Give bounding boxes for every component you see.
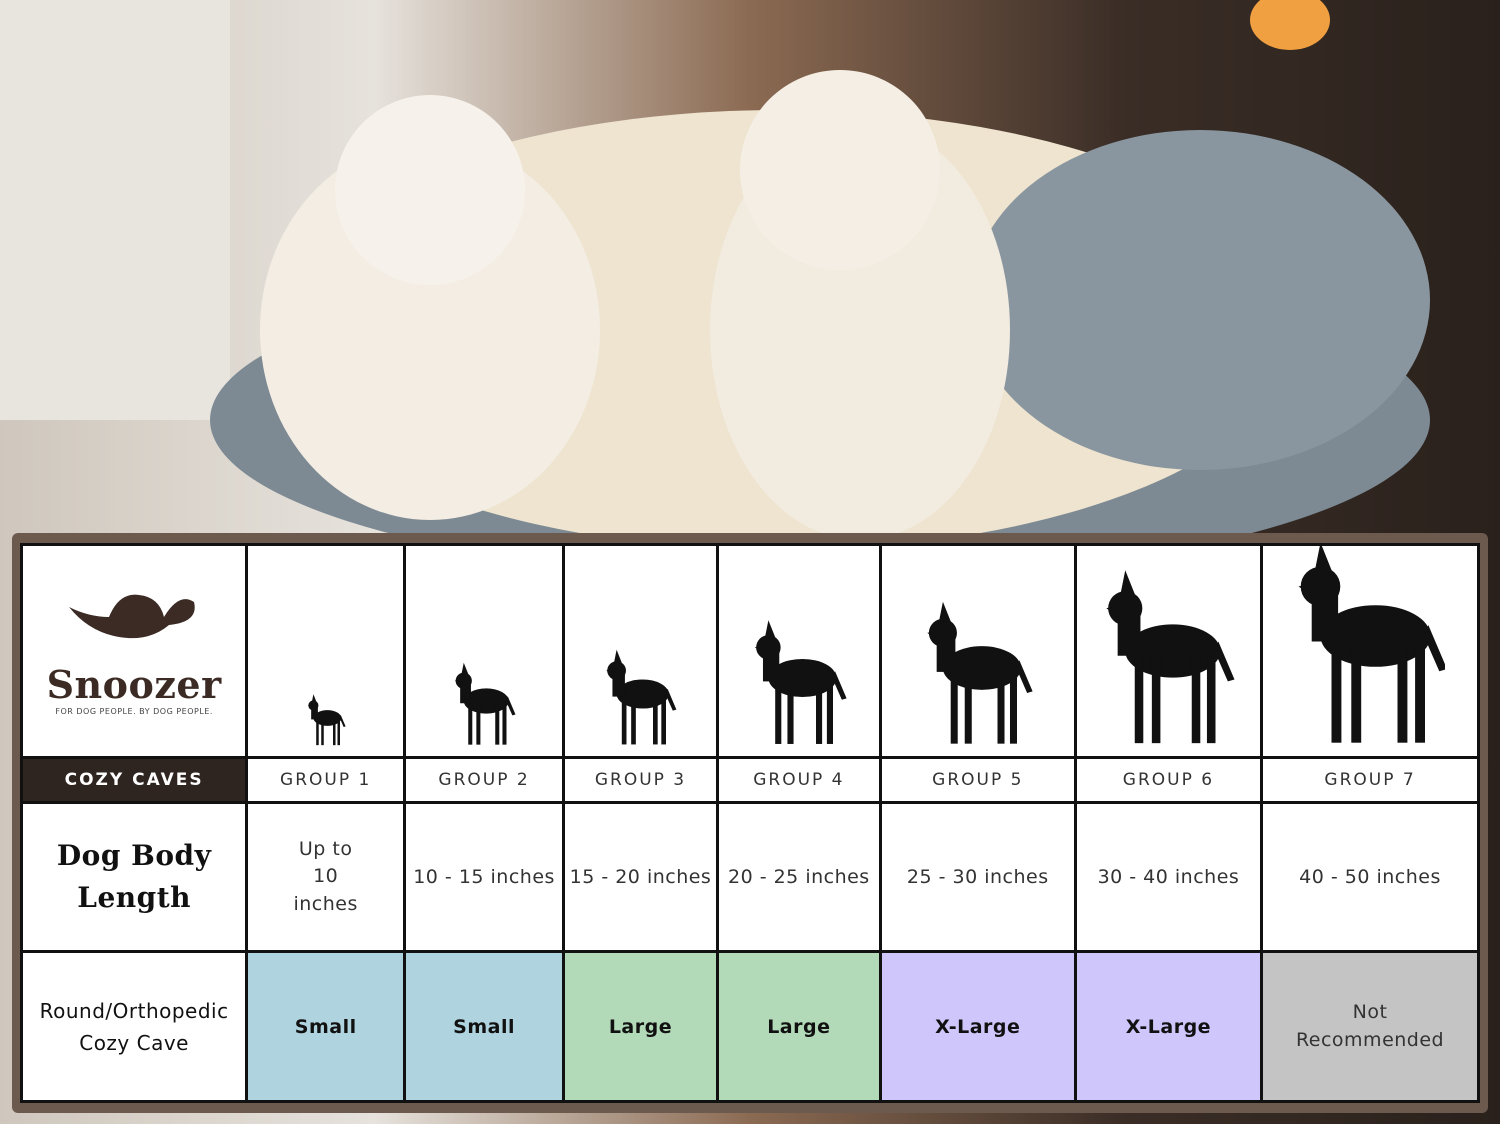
body-length: 40 - 50 inches: [1260, 801, 1480, 953]
bed-size: Small: [245, 950, 407, 1103]
body-length: 10 - 15 inches: [403, 801, 565, 953]
brand-name: Snoozer: [46, 661, 222, 707]
bed-size: Large: [715, 950, 882, 1103]
brand-cell: Snoozer FOR DOG PEOPLE. BY DOG PEOPLE.: [19, 543, 249, 759]
dog-silhouette-cell: [878, 543, 1077, 759]
bed-size: Small: [403, 950, 565, 1103]
group-header: GROUP 7: [1260, 756, 1480, 804]
group-header: GROUP 5: [878, 756, 1077, 804]
body-length: Up to 10 inches: [245, 801, 407, 953]
product-line: COZY CAVES: [19, 756, 249, 804]
row-label: Round/Orthopedic Cozy Cave: [19, 950, 249, 1103]
dog-silhouette-cell: [245, 543, 407, 759]
bed-size: Not Recommended: [1260, 950, 1480, 1103]
group-header: GROUP 6: [1073, 756, 1264, 804]
dog-silhouette-cell: [403, 543, 565, 759]
group-header: GROUP 4: [715, 756, 882, 804]
dog-silhouette: [927, 601, 1033, 744]
body-length: 15 - 20 inches: [562, 801, 719, 953]
dog-silhouette: [1298, 546, 1446, 743]
bed-size: X-Large: [1073, 950, 1264, 1103]
dog-silhouette-cell: [562, 543, 719, 759]
bed-size: X-Large: [878, 950, 1077, 1103]
dog-silhouette-cell: [1260, 543, 1480, 759]
body-length: 30 - 40 inches: [1073, 801, 1264, 953]
group-header: GROUP 2: [403, 756, 565, 804]
brand-tagline: FOR DOG PEOPLE. BY DOG PEOPLE.: [55, 706, 213, 716]
group-header: GROUP 1: [245, 756, 407, 804]
dog-silhouette: [606, 649, 677, 745]
body-length: 25 - 30 inches: [878, 801, 1077, 953]
body-length: 20 - 25 inches: [715, 801, 882, 953]
dog-silhouette-cell: [1073, 543, 1264, 759]
dog-silhouette: [754, 620, 847, 744]
bed-size: Large: [562, 950, 719, 1103]
brand-logo: [69, 594, 195, 638]
size-table: Snoozer FOR DOG PEOPLE. BY DOG PEOPLE. C…: [19, 543, 1480, 1103]
dog-silhouette: [307, 694, 346, 746]
group-header: GROUP 3: [562, 756, 719, 804]
row-label: Dog Body Length: [19, 801, 249, 953]
dog-silhouette: [454, 662, 516, 745]
dog-silhouette: [1106, 570, 1235, 744]
dog-silhouette-cell: [715, 543, 882, 759]
